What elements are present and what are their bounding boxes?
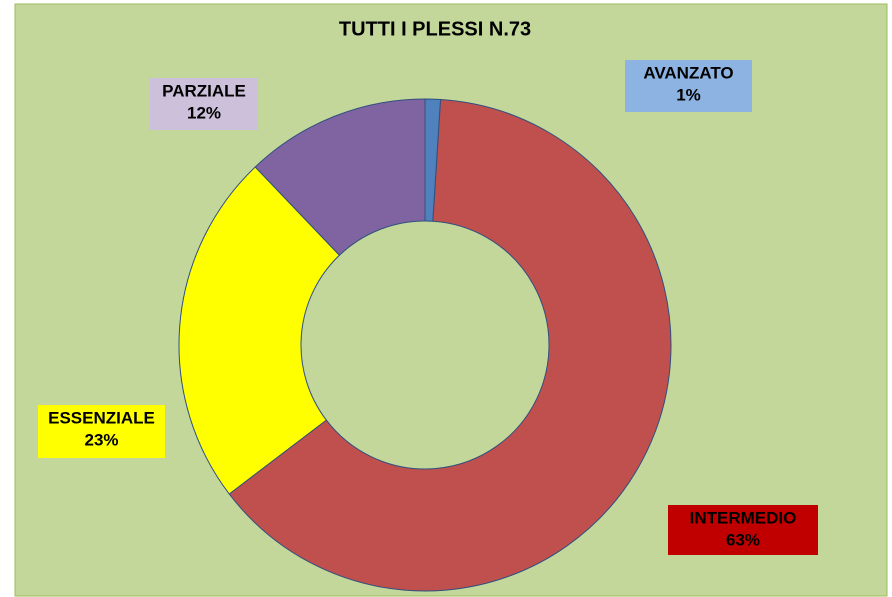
- data-label-value: 23%: [84, 430, 118, 449]
- donut-slice: [228, 98, 672, 592]
- donut-slice: [178, 166, 341, 495]
- data-label-value: 63%: [726, 530, 760, 549]
- data-label-category: ESSENZIALE: [48, 408, 155, 427]
- data-label-category: INTERMEDIO: [690, 508, 797, 527]
- data-label-category: PARZIALE: [162, 81, 246, 100]
- data-label-value: 1%: [676, 85, 701, 104]
- data-label-box: [625, 60, 752, 112]
- data-label-value: 12%: [187, 103, 221, 122]
- data-label-category: AVANZATO: [643, 63, 733, 82]
- donut-slice: [254, 98, 426, 256]
- data-label-box: [38, 405, 165, 458]
- data-label-box: [668, 505, 818, 555]
- chart-title: TUTTI I PLESSI N.73: [339, 18, 531, 40]
- data-label-box: [150, 78, 258, 130]
